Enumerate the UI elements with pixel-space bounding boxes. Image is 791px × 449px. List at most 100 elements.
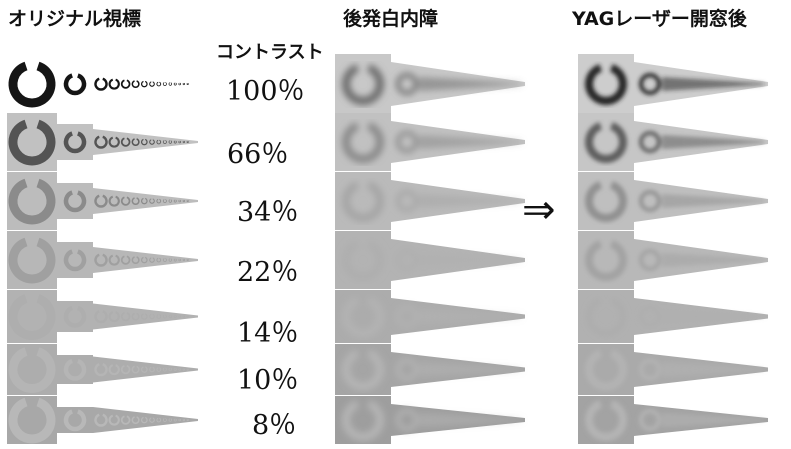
landolt-ring-icon: [162, 82, 167, 86]
blurred-optotype-row: [578, 113, 768, 171]
landolt-ring-icon: [149, 81, 155, 87]
landolt-ring-icon: [8, 397, 56, 444]
original-optotype-column: [7, 54, 198, 444]
blurred-ring-icon: [342, 64, 384, 105]
landolt-ring-icon: [186, 141, 189, 144]
blurred-optotype-row: [335, 290, 525, 343]
optotype-cell: [93, 188, 198, 214]
landolt-ring-icon: [156, 367, 162, 372]
landolt-ring-icon: [141, 197, 148, 205]
landolt-ring-icon: [178, 368, 181, 371]
optotype-cell: [93, 129, 198, 155]
optotype-row: [7, 113, 198, 171]
landolt-ring-icon: [156, 81, 162, 87]
landolt-ring-icon: [131, 365, 140, 374]
optotype-cell: [93, 407, 198, 433]
blurred-ring-icon: [342, 122, 384, 163]
landolt-ring-icon: [108, 311, 120, 323]
landolt-ring-icon: [63, 249, 87, 272]
blurred-optotype-row: [578, 54, 768, 114]
landolt-ring-icon: [178, 418, 181, 422]
landolt-ring-icon: [120, 364, 131, 375]
blurred-ring-icon: [396, 190, 418, 212]
landolt-ring-icon: [63, 73, 87, 96]
landolt-ring-icon: [94, 363, 108, 377]
blurred-ring-icon: [585, 64, 627, 105]
landolt-ring-icon: [168, 140, 173, 144]
landolt-ring-icon: [178, 258, 181, 262]
landolt-ring-icon: [149, 257, 155, 263]
contrast-label-34: 34％: [237, 197, 299, 228]
blurred-wedge-icon: [419, 413, 521, 427]
landolt-ring-icon: [156, 139, 162, 145]
landolt-ring-icon: [168, 367, 173, 372]
landolt-ring-icon: [186, 315, 189, 318]
landolt-ring-icon: [168, 418, 173, 422]
landolt-ring-icon: [141, 138, 148, 146]
blurred-optotype-row: [578, 231, 768, 289]
landolt-ring-icon: [182, 82, 185, 86]
blurred-wedge-icon: [662, 362, 764, 377]
optotype-cell: [57, 242, 93, 278]
landolt-ring-icon: [162, 418, 167, 422]
landolt-ring-icon: [63, 190, 87, 213]
landolt-ring-icon: [168, 82, 173, 86]
landolt-ring-icon: [108, 136, 120, 148]
contrast-label-10: 10％: [237, 365, 299, 396]
landolt-ring-icon: [186, 259, 189, 262]
landolt-ring-icon: [8, 237, 56, 284]
landolt-ring-icon: [141, 80, 148, 88]
panel-title-original: オリジナル視標: [8, 8, 142, 30]
blurred-wedge-icon: [662, 194, 764, 208]
landolt-ring-icon: [63, 305, 87, 328]
landolt-ring-icon: [168, 314, 173, 319]
landolt-ring-icon: [168, 199, 173, 203]
blurred-ring-icon: [396, 305, 418, 328]
panel-title-cataract: 後発白内障: [343, 8, 439, 30]
landolt-ring-icon: [120, 415, 131, 425]
landolt-ring-icon: [108, 364, 120, 376]
landolt-ring-icon: [186, 368, 189, 371]
landolt-ring-icon: [162, 314, 167, 319]
landolt-ring-icon: [120, 255, 131, 265]
landolt-ring-icon: [182, 418, 185, 422]
blurred-ring-icon: [585, 240, 627, 281]
yag-optotype-column: [578, 54, 768, 444]
blurred-wedge-icon: [419, 362, 521, 377]
blurred-ring-icon: [639, 73, 661, 95]
optotype-cell: [93, 356, 198, 383]
landolt-ring-icon: [131, 416, 140, 424]
blurred-ring-icon: [396, 358, 418, 381]
landolt-ring-icon: [173, 368, 177, 371]
landolt-ring-icon: [141, 416, 148, 424]
landolt-ring-icon: [186, 83, 189, 86]
landolt-ring-icon: [131, 312, 140, 321]
landolt-ring-icon: [131, 197, 140, 205]
landolt-ring-icon: [63, 409, 87, 432]
landolt-ring-icon: [149, 313, 155, 320]
landolt-ring-icon: [94, 413, 108, 427]
landolt-ring-icon: [141, 256, 148, 264]
landolt-ring-icon: [186, 200, 189, 203]
landolt-ring-icon: [94, 194, 108, 208]
landolt-ring-icon: [156, 257, 162, 263]
blurred-optotype-row: [335, 231, 525, 289]
landolt-ring-icon: [8, 294, 56, 340]
landolt-ring-icon: [156, 198, 162, 204]
optotype-row: [7, 290, 198, 343]
landolt-ring-icon: [108, 195, 120, 207]
blurred-ring-icon: [342, 296, 384, 338]
blurred-optotype-row: [578, 172, 768, 230]
landolt-ring-icon: [63, 131, 87, 154]
landolt-ring-icon: [178, 199, 181, 203]
contrast-label-22: 22％: [237, 257, 299, 288]
blurred-ring-icon: [639, 358, 661, 381]
landolt-ring-icon: [178, 140, 181, 144]
landolt-ring-icon: [8, 178, 56, 225]
landolt-ring-icon: [149, 417, 155, 423]
landolt-ring-icon: [108, 254, 120, 266]
landolt-ring-icon: [120, 79, 131, 89]
cataract-optotype-column: [335, 54, 525, 444]
landolt-ring-icon: [108, 414, 120, 426]
optotype-cell: [93, 247, 198, 273]
